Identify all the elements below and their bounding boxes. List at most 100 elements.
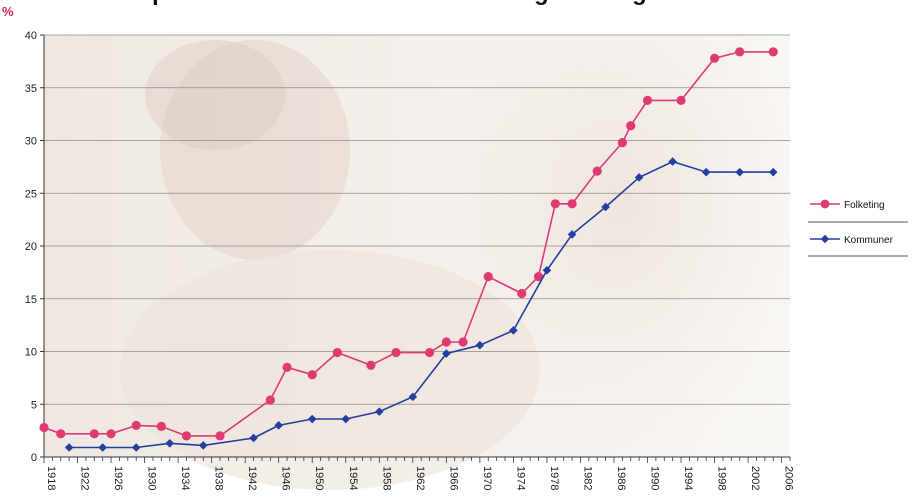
y-tick-label: 35 bbox=[25, 83, 37, 95]
data-point-kommuner bbox=[64, 443, 74, 452]
data-point-kommuner bbox=[634, 173, 644, 182]
data-point-kommuner bbox=[475, 340, 485, 350]
x-tick-label: 1934 bbox=[179, 466, 191, 490]
data-point-folketing bbox=[550, 199, 560, 209]
data-point-folketing bbox=[458, 337, 468, 347]
x-tick-label: 1950 bbox=[313, 466, 325, 490]
data-point-kommuner bbox=[249, 433, 258, 443]
y-tick-label: 15 bbox=[25, 294, 37, 306]
x-tick-label: 1958 bbox=[380, 466, 392, 490]
data-point-folketing bbox=[626, 121, 636, 131]
y-axis-unit: % bbox=[2, 4, 14, 19]
data-point-folketing bbox=[89, 429, 99, 439]
data-point-folketing bbox=[131, 420, 141, 430]
y-axis-ticks: 0 5 10 15 20 25 30 35 40 bbox=[25, 30, 44, 464]
series-line-kommuner bbox=[69, 160, 774, 449]
background-figure-shade bbox=[145, 40, 285, 150]
x-tick-label: 2006 bbox=[783, 466, 795, 490]
data-point-kommuner bbox=[98, 443, 107, 452]
data-point-folketing bbox=[567, 199, 577, 209]
data-point-kommuner bbox=[442, 349, 451, 358]
data-point-folketing bbox=[676, 95, 686, 106]
data-point-kommuner bbox=[408, 392, 418, 402]
x-tick-label: 1994 bbox=[682, 466, 694, 490]
x-tick-label: 1954 bbox=[347, 466, 359, 490]
data-point-kommuner bbox=[165, 438, 175, 448]
data-point-kommuner bbox=[307, 414, 317, 424]
series-layer bbox=[39, 47, 778, 452]
data-point-kommuner bbox=[509, 326, 518, 335]
x-tick-label: 1946 bbox=[280, 466, 292, 490]
data-point-folketing bbox=[181, 431, 192, 441]
x-tick-label: 1970 bbox=[481, 466, 493, 490]
x-tick-label: 1982 bbox=[581, 466, 593, 490]
x-tick-label: 1938 bbox=[213, 466, 225, 490]
legend-marker bbox=[820, 199, 830, 209]
x-tick-label: 1918 bbox=[45, 466, 57, 490]
title-fragment-3: g bbox=[632, 0, 647, 6]
data-point-folketing bbox=[307, 370, 317, 380]
legend-label: Folketing bbox=[844, 200, 885, 211]
title-fragment-1: p bbox=[152, 0, 167, 6]
x-axis-ticks: 1918 1922 1926 1930 1934 1938 1942 1946 1950 1954… bbox=[43, 457, 795, 490]
data-point-kommuner bbox=[198, 441, 208, 450]
data-point-folketing bbox=[709, 53, 720, 63]
data-point-folketing bbox=[517, 288, 527, 299]
data-point-kommuner bbox=[131, 443, 141, 452]
data-point-folketing bbox=[106, 429, 116, 439]
data-point-kommuner bbox=[542, 265, 552, 275]
data-point-folketing bbox=[265, 395, 275, 405]
data-point-folketing bbox=[391, 347, 401, 358]
x-tick-label: 1966 bbox=[447, 466, 459, 490]
data-point-kommuner bbox=[274, 421, 283, 430]
data-point-kommuner bbox=[601, 202, 610, 212]
y-tick-label: 20 bbox=[25, 241, 37, 253]
background-figure-head bbox=[160, 40, 350, 260]
x-tick-label: 1922 bbox=[79, 466, 91, 490]
y-tick-label: 0 bbox=[31, 452, 37, 464]
x-tick-label: 1942 bbox=[246, 466, 258, 490]
data-point-folketing bbox=[768, 47, 778, 57]
x-tick-label: 1986 bbox=[615, 466, 627, 490]
y-tick-label: 10 bbox=[25, 347, 37, 359]
data-point-folketing bbox=[642, 95, 653, 106]
y-tick-label: 5 bbox=[31, 399, 37, 411]
x-tick-label: 2002 bbox=[749, 466, 761, 490]
data-point-kommuner bbox=[768, 167, 778, 177]
legend: Folketing Kommuner bbox=[808, 199, 908, 257]
x-tick-label: 1990 bbox=[649, 466, 661, 490]
chart-title: p g g bbox=[152, 0, 647, 6]
data-point-folketing bbox=[366, 360, 376, 370]
series-kommuner bbox=[64, 157, 778, 452]
y-tick-label: 25 bbox=[25, 188, 37, 200]
x-tick-label: 1978 bbox=[548, 466, 560, 490]
title-fragment-2: g bbox=[534, 0, 549, 6]
data-point-folketing bbox=[483, 271, 493, 282]
legend-item-folketing: Folketing bbox=[810, 199, 885, 211]
data-point-folketing bbox=[735, 47, 745, 57]
data-point-folketing bbox=[39, 422, 49, 433]
data-point-folketing bbox=[332, 347, 342, 358]
data-point-kommuner bbox=[701, 167, 711, 177]
data-point-folketing bbox=[282, 362, 292, 372]
x-tick-label: 1930 bbox=[146, 466, 158, 490]
legend-item-kommuner: Kommuner bbox=[810, 234, 894, 246]
data-point-kommuner bbox=[567, 230, 577, 239]
series-folketing bbox=[39, 47, 778, 441]
data-point-folketing bbox=[617, 138, 627, 148]
data-point-folketing bbox=[56, 429, 66, 439]
legend-marker bbox=[820, 234, 830, 244]
legend-label: Kommuner bbox=[844, 235, 894, 246]
data-point-folketing bbox=[424, 347, 435, 358]
data-point-folketing bbox=[533, 271, 544, 282]
x-tick-label: 1962 bbox=[414, 466, 426, 490]
data-point-folketing bbox=[592, 166, 602, 176]
data-point-kommuner bbox=[341, 414, 351, 424]
data-point-folketing bbox=[156, 421, 166, 432]
x-tick-label: 1926 bbox=[112, 466, 124, 490]
x-tick-label: 1998 bbox=[716, 466, 728, 490]
y-tick-label: 30 bbox=[25, 136, 37, 148]
x-tick-label: 1974 bbox=[514, 466, 526, 490]
data-point-kommuner bbox=[374, 407, 384, 416]
data-point-kommuner bbox=[668, 157, 677, 166]
